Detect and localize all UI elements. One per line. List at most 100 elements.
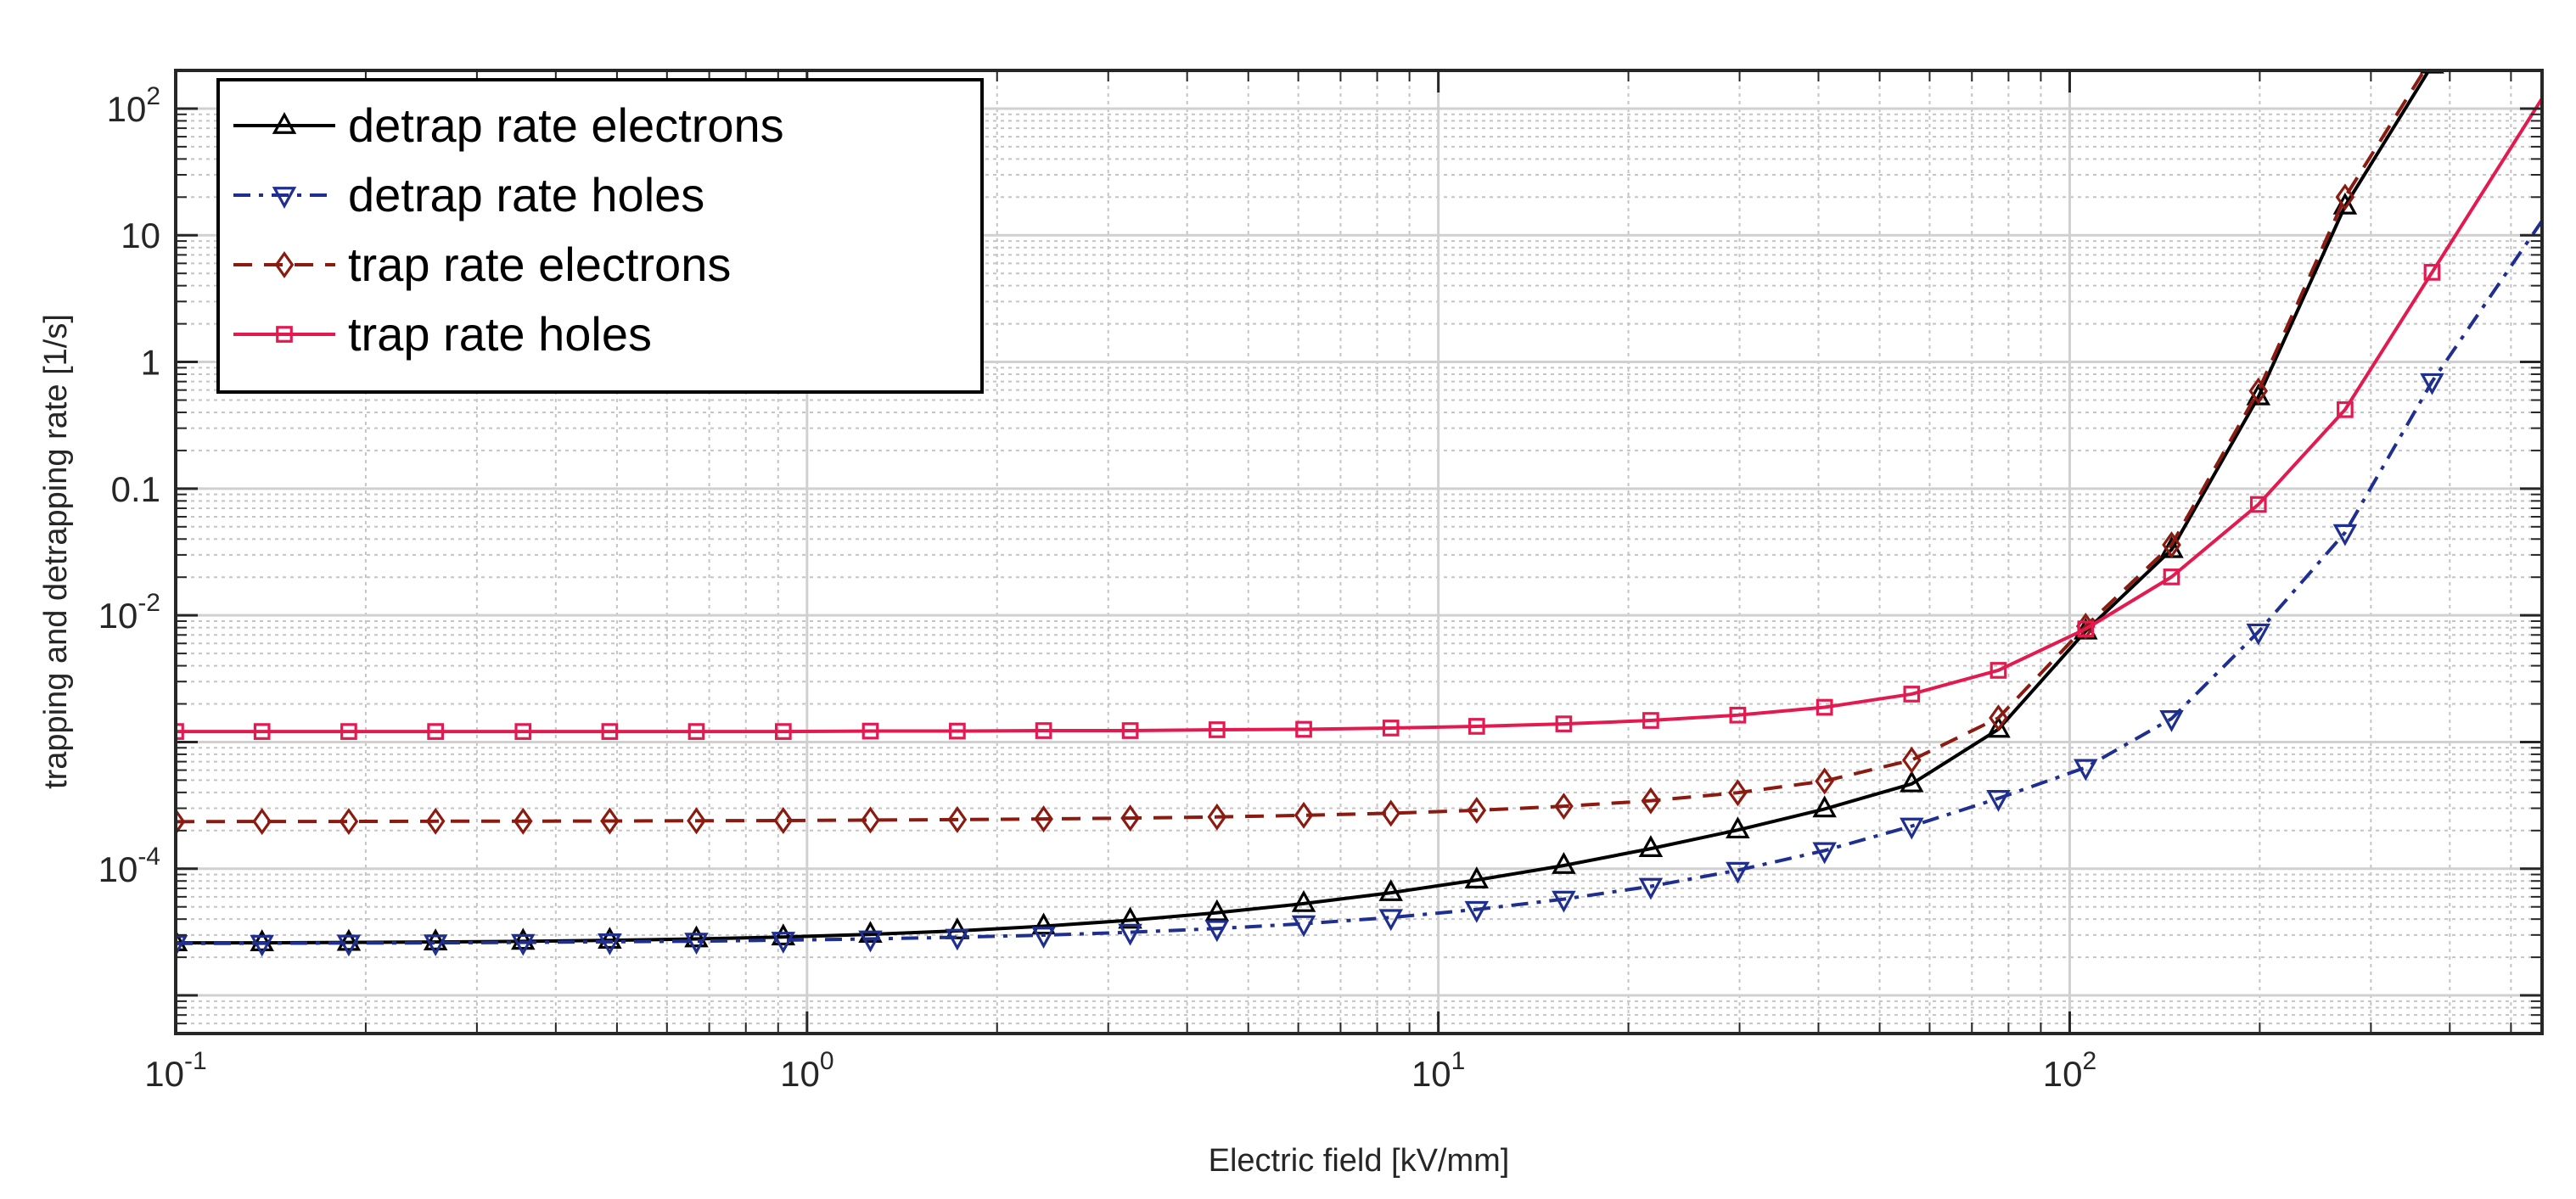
legend: detrap rate electrons detrap rate holes tr… bbox=[216, 78, 984, 394]
data-point-marker bbox=[1900, 817, 1924, 840]
data-point-marker bbox=[2335, 183, 2355, 211]
x-tick-label: 102 bbox=[2043, 1047, 2096, 1094]
x-tick-label: 101 bbox=[1411, 1047, 1465, 1094]
y-tick-label: 102 bbox=[107, 82, 160, 129]
data-point-marker bbox=[1900, 770, 1924, 793]
legend-label: trap rate holes bbox=[348, 307, 652, 361]
data-point-marker bbox=[1378, 909, 1403, 932]
series-line bbox=[176, 70, 2427, 824]
data-point-marker bbox=[2248, 377, 2269, 405]
data-point-marker bbox=[1729, 706, 1747, 724]
data-point-marker bbox=[1382, 720, 1400, 737]
data-point-marker bbox=[771, 923, 796, 946]
data-point-marker bbox=[511, 927, 536, 950]
data-point-marker bbox=[1552, 852, 1576, 874]
legend-marker bbox=[274, 251, 295, 278]
data-point-marker bbox=[1641, 787, 1661, 815]
y-tick-label: 0.1 bbox=[111, 469, 160, 509]
data-point-marker bbox=[514, 723, 532, 740]
data-point-marker bbox=[1207, 803, 1227, 831]
data-point-marker bbox=[1031, 912, 1056, 935]
data-point-marker bbox=[1121, 722, 1139, 739]
data-point-marker bbox=[600, 807, 620, 835]
data-point-marker bbox=[1381, 799, 1401, 827]
axis-ticks bbox=[174, 70, 2542, 1034]
data-point-marker bbox=[423, 934, 448, 957]
data-point-marker bbox=[250, 934, 274, 957]
data-point-marker bbox=[1204, 899, 1230, 922]
data-point-marker bbox=[945, 928, 970, 951]
data-point-marker bbox=[687, 807, 706, 835]
data-point-marker bbox=[250, 929, 274, 951]
data-point-marker bbox=[858, 930, 883, 953]
data-point-marker bbox=[1812, 795, 1837, 818]
data-point-marker bbox=[949, 722, 966, 740]
data-point-marker bbox=[513, 807, 533, 835]
data-point-marker bbox=[336, 928, 362, 951]
data-point-marker bbox=[1638, 835, 1664, 857]
data-point-marker bbox=[1990, 662, 2007, 679]
data-point-marker bbox=[2246, 623, 2271, 646]
data-point-marker bbox=[1726, 861, 1750, 884]
data-point-marker bbox=[771, 932, 796, 954]
series-layer bbox=[176, 70, 2542, 957]
legend-entry: trap rate holes bbox=[233, 307, 652, 361]
data-point-marker bbox=[2163, 569, 2180, 585]
data-point-marker bbox=[947, 805, 968, 833]
x-axis-label: Electric field [kV/mm] bbox=[1209, 1143, 1510, 1179]
legend-label: detrap rate holes bbox=[348, 168, 704, 221]
legend-marker bbox=[272, 112, 297, 134]
data-point-marker bbox=[1291, 889, 1316, 912]
data-point-marker bbox=[423, 928, 448, 950]
data-point-marker bbox=[1204, 920, 1230, 943]
data-point-marker bbox=[252, 808, 272, 836]
data-point-marker bbox=[1555, 715, 1573, 732]
data-point-marker bbox=[1118, 923, 1142, 946]
data-point-marker bbox=[2337, 401, 2354, 418]
data-point-marker bbox=[773, 807, 794, 834]
data-point-marker bbox=[1378, 879, 1403, 901]
data-point-marker bbox=[2423, 264, 2441, 281]
y-axis-label: trapping and detrapping rate [1/s] bbox=[38, 314, 74, 789]
y-tick-label: 10-2 bbox=[98, 589, 160, 636]
data-point-marker bbox=[1812, 842, 1837, 865]
data-point-marker bbox=[2420, 70, 2444, 74]
data-point-marker bbox=[1118, 906, 1142, 929]
data-point-marker bbox=[684, 933, 709, 955]
data-point-marker bbox=[684, 925, 709, 948]
data-point-marker bbox=[1467, 796, 1487, 824]
data-point-marker bbox=[1642, 712, 1659, 729]
data-point-marker bbox=[1031, 927, 1056, 949]
data-point-marker bbox=[340, 723, 357, 740]
y-tick-label: 10 bbox=[121, 216, 160, 255]
legend-entry: trap rate electrons bbox=[233, 238, 731, 291]
data-point-marker bbox=[1208, 721, 1226, 738]
data-point-marker bbox=[1468, 718, 1485, 735]
data-point-marker bbox=[1902, 746, 1922, 774]
data-point-marker bbox=[427, 723, 445, 740]
data-point-marker bbox=[774, 723, 792, 740]
data-point-marker bbox=[176, 929, 188, 951]
data-point-marker bbox=[339, 808, 359, 836]
data-point-marker bbox=[1552, 890, 1576, 913]
data-point-marker bbox=[425, 807, 446, 835]
data-point-marker bbox=[1464, 866, 1490, 888]
legend-box bbox=[216, 78, 984, 394]
data-point-marker bbox=[1989, 704, 2008, 732]
legend-label: detrap rate electrons bbox=[348, 98, 784, 152]
legend-entry: detrap rate electrons bbox=[233, 98, 784, 152]
data-point-marker bbox=[1291, 915, 1316, 938]
data-point-marker bbox=[1903, 686, 1921, 703]
data-point-marker bbox=[861, 722, 879, 740]
data-point-marker bbox=[1554, 793, 1574, 821]
x-tick-label: 100 bbox=[780, 1047, 833, 1094]
y-tick-label: 10-4 bbox=[98, 843, 160, 889]
data-point-marker bbox=[253, 723, 271, 740]
data-point-marker bbox=[1638, 877, 1664, 900]
data-point-marker bbox=[1986, 715, 2011, 738]
legend-entry: detrap rate holes bbox=[233, 168, 704, 221]
data-point-marker bbox=[598, 933, 622, 955]
data-point-marker bbox=[861, 806, 880, 834]
